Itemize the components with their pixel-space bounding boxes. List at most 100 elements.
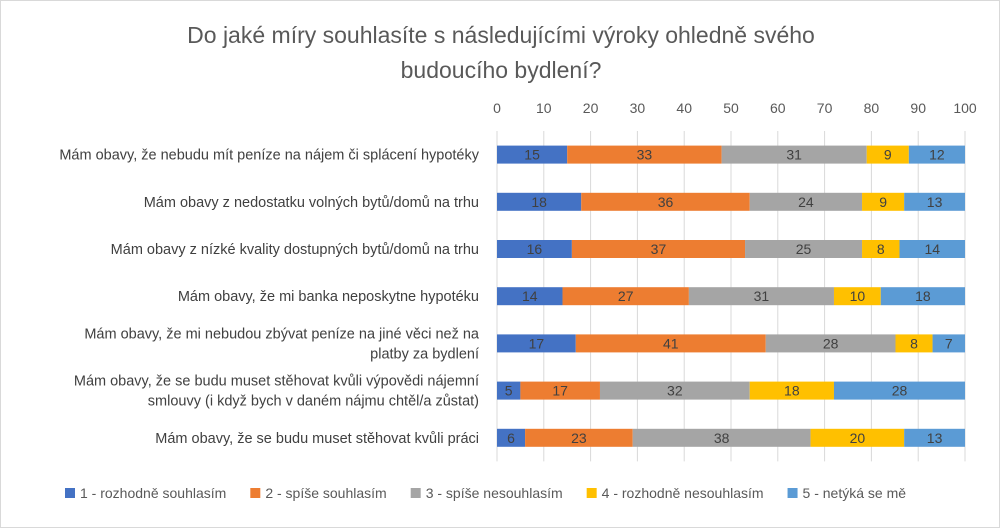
category-label: smlouvy (i když bych v daném nájmu chtěl…	[148, 394, 479, 410]
bar-segment	[765, 334, 896, 353]
data-label: 14	[522, 288, 538, 304]
legend-swatch	[586, 488, 597, 498]
data-label: 9	[879, 194, 887, 210]
category-label: Mám obavy z nízké kvality dostupných byt…	[111, 242, 479, 258]
data-label: 5	[505, 383, 513, 399]
bar-segment	[904, 192, 965, 211]
bar-segment	[895, 334, 933, 353]
bar-segment	[632, 428, 811, 447]
legend-swatch	[65, 488, 75, 498]
bar-segment	[562, 287, 689, 306]
bar-segment	[497, 428, 526, 447]
data-label: 24	[798, 194, 814, 210]
x-tick-label: 90	[910, 100, 926, 116]
data-label: 41	[663, 335, 679, 351]
bar-segment	[862, 192, 905, 211]
bar-segment	[497, 381, 521, 400]
bar-segment	[688, 287, 834, 306]
data-label: 7	[945, 335, 953, 351]
bar-segment	[745, 240, 863, 258]
bar-segment	[899, 240, 965, 258]
data-label: 32	[667, 383, 683, 399]
legend-swatch	[250, 488, 261, 498]
data-label: 23	[571, 430, 587, 446]
x-tick-label: 20	[583, 100, 599, 116]
data-label: 18	[784, 383, 800, 399]
data-label: 16	[527, 241, 543, 257]
bar-segment	[833, 381, 965, 400]
data-label: 13	[927, 430, 943, 446]
category-label: Mám obavy, že mi nebudou zbývat peníze n…	[84, 326, 480, 342]
category-label: Mám obavy z nedostatku volných bytů/domů…	[144, 195, 479, 211]
data-label: 28	[892, 383, 908, 399]
data-label: 28	[823, 335, 839, 351]
bar-segment	[749, 381, 834, 400]
data-label: 15	[524, 147, 540, 163]
x-tick-label: 80	[864, 100, 880, 116]
data-label: 18	[531, 194, 547, 210]
legend-swatch	[410, 488, 421, 498]
legend-label: 1 - rozhodně souhlasím	[80, 485, 226, 501]
category-label: Mám obavy, že se budu muset stěhovat kvů…	[74, 374, 479, 390]
bar-segment	[520, 381, 600, 400]
bar-segment	[581, 192, 750, 211]
data-label: 17	[552, 383, 568, 399]
data-label: 13	[927, 194, 943, 210]
x-tick-label: 40	[676, 100, 692, 116]
bar-segment	[932, 334, 965, 353]
bar-segment	[567, 145, 722, 164]
bar-segment	[810, 428, 905, 447]
x-tick-label: 60	[770, 100, 786, 116]
data-label: 6	[507, 430, 515, 446]
data-label: 8	[910, 335, 918, 351]
data-label: 8	[877, 241, 885, 257]
data-label: 38	[714, 430, 730, 446]
legend-label: 4 - rozhodně nesouhlasím	[602, 485, 764, 501]
bar-segment	[525, 428, 633, 447]
data-label: 36	[658, 194, 674, 210]
data-label: 12	[929, 147, 945, 163]
bar-segment	[866, 145, 909, 164]
bar-segment	[575, 334, 766, 353]
bar-segment	[908, 145, 965, 164]
x-tick-label: 0	[493, 100, 501, 116]
category-label: Mám obavy, že mi banka neposkytne hypoté…	[178, 289, 479, 305]
x-tick-label: 30	[630, 100, 646, 116]
category-label: platby za bydlení	[370, 346, 479, 362]
chart-title-line-1: Do jaké míry souhlasíte s následujícími …	[187, 22, 815, 48]
data-label: 37	[651, 241, 667, 257]
data-label: 14	[924, 241, 940, 257]
legend-label: 3 - spíše nesouhlasím	[426, 485, 563, 501]
chart-title-line-2: budoucího bydlení?	[400, 57, 602, 83]
bar-segment	[497, 192, 582, 211]
data-label: 10	[850, 288, 866, 304]
bar-segment	[497, 240, 572, 258]
data-label: 18	[915, 288, 931, 304]
bar-segment	[904, 428, 965, 447]
x-tick-label: 70	[817, 100, 833, 116]
bar-segment	[599, 381, 750, 400]
data-label: 9	[884, 147, 892, 163]
data-label: 33	[637, 147, 653, 163]
category-label: Mám obavy, že se budu muset stěhovat kvů…	[155, 431, 479, 447]
bar-segment	[721, 145, 867, 164]
bar-segment	[571, 240, 746, 258]
x-tick-label: 50	[723, 100, 739, 116]
data-label: 31	[754, 288, 770, 304]
bar-segment	[497, 145, 568, 164]
legend-label: 2 - spíše souhlasím	[265, 485, 386, 501]
data-label: 25	[796, 241, 812, 257]
x-tick-label: 100	[953, 100, 977, 116]
category-label: Mám obavy, že nebudu mít peníze na nájem…	[59, 148, 479, 164]
data-label: 31	[786, 147, 802, 163]
bar-segment	[862, 240, 900, 258]
data-label: 20	[850, 430, 866, 446]
bar-segment	[880, 287, 965, 306]
bar-segment	[497, 287, 563, 306]
x-tick-label: 10	[536, 100, 552, 116]
data-label: 17	[529, 335, 545, 351]
bar-segment	[497, 334, 576, 353]
data-label: 27	[618, 288, 634, 304]
